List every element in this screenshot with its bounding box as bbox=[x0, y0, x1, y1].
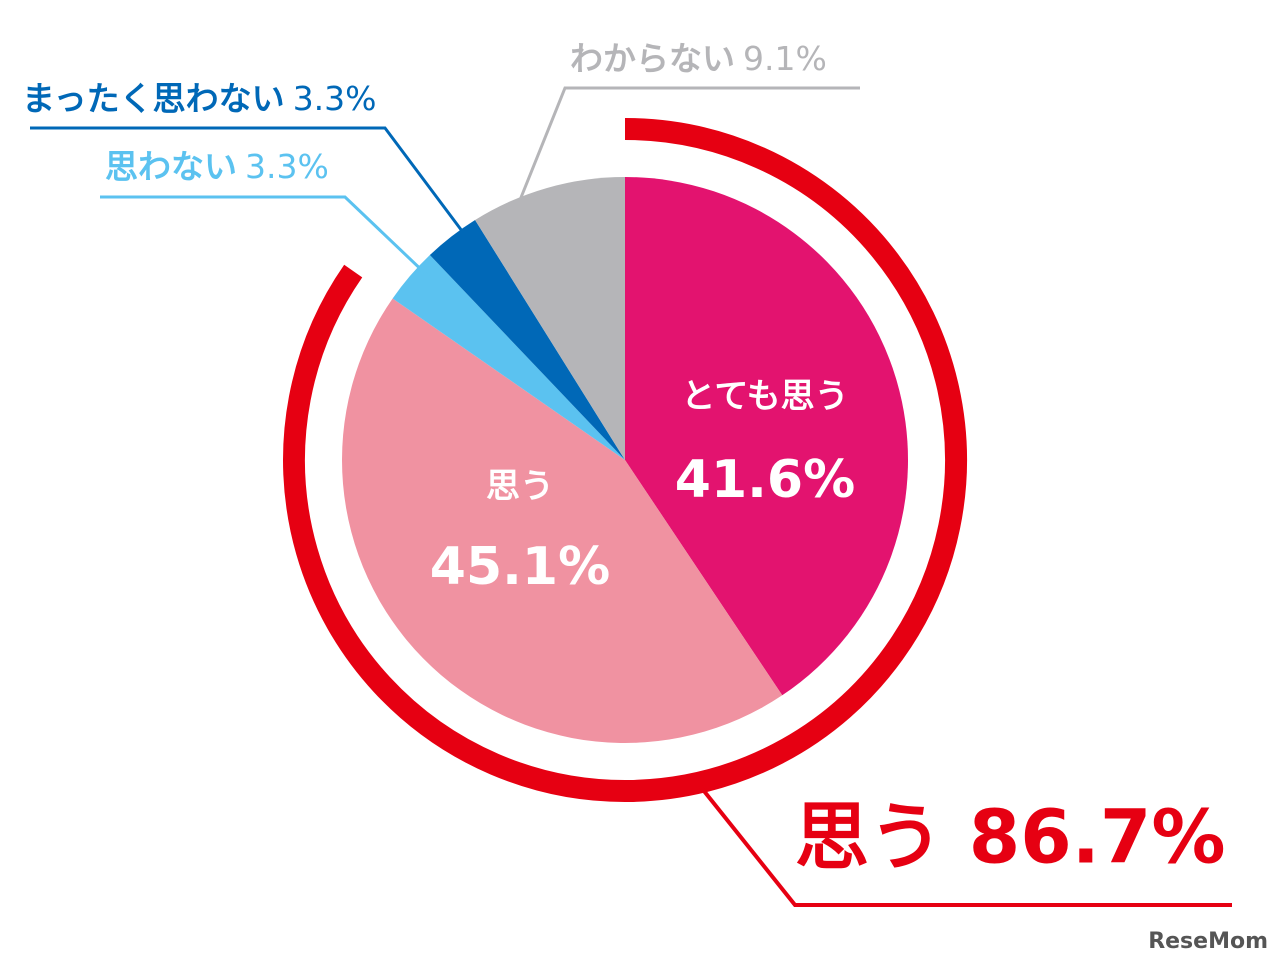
total-arc bbox=[283, 118, 967, 802]
slice-label: とても思う bbox=[681, 377, 848, 417]
category-label: まったく思わない bbox=[22, 79, 285, 118]
slice-label: 思う bbox=[486, 467, 554, 507]
pie-slice bbox=[392, 255, 625, 460]
slice-label: わからない 9.1% bbox=[570, 39, 827, 78]
slice-label: 思わない 3.3% bbox=[105, 147, 329, 186]
slice-value: 41.6% bbox=[675, 450, 855, 510]
leader-line bbox=[30, 126, 467, 236]
slice-value: 3.3% bbox=[293, 79, 377, 118]
leader-line bbox=[518, 86, 860, 201]
pie-slice bbox=[342, 298, 783, 743]
slice-label: まったく思わない 3.3% bbox=[22, 79, 377, 118]
slice-value: 45.1% bbox=[430, 537, 610, 597]
leader-line bbox=[698, 784, 1232, 907]
category-label: 思わない bbox=[105, 147, 237, 186]
category-label: わからない bbox=[570, 39, 735, 78]
pie-slice bbox=[475, 177, 625, 460]
leader-line bbox=[100, 195, 432, 280]
pie-slice bbox=[625, 177, 908, 696]
slice-value: 9.1% bbox=[743, 39, 827, 78]
watermark: ReseMom bbox=[1148, 929, 1268, 954]
pie-slice bbox=[429, 219, 625, 460]
annotation: 思う 86.7% bbox=[795, 795, 1226, 881]
slice-value: 3.3% bbox=[245, 147, 329, 186]
